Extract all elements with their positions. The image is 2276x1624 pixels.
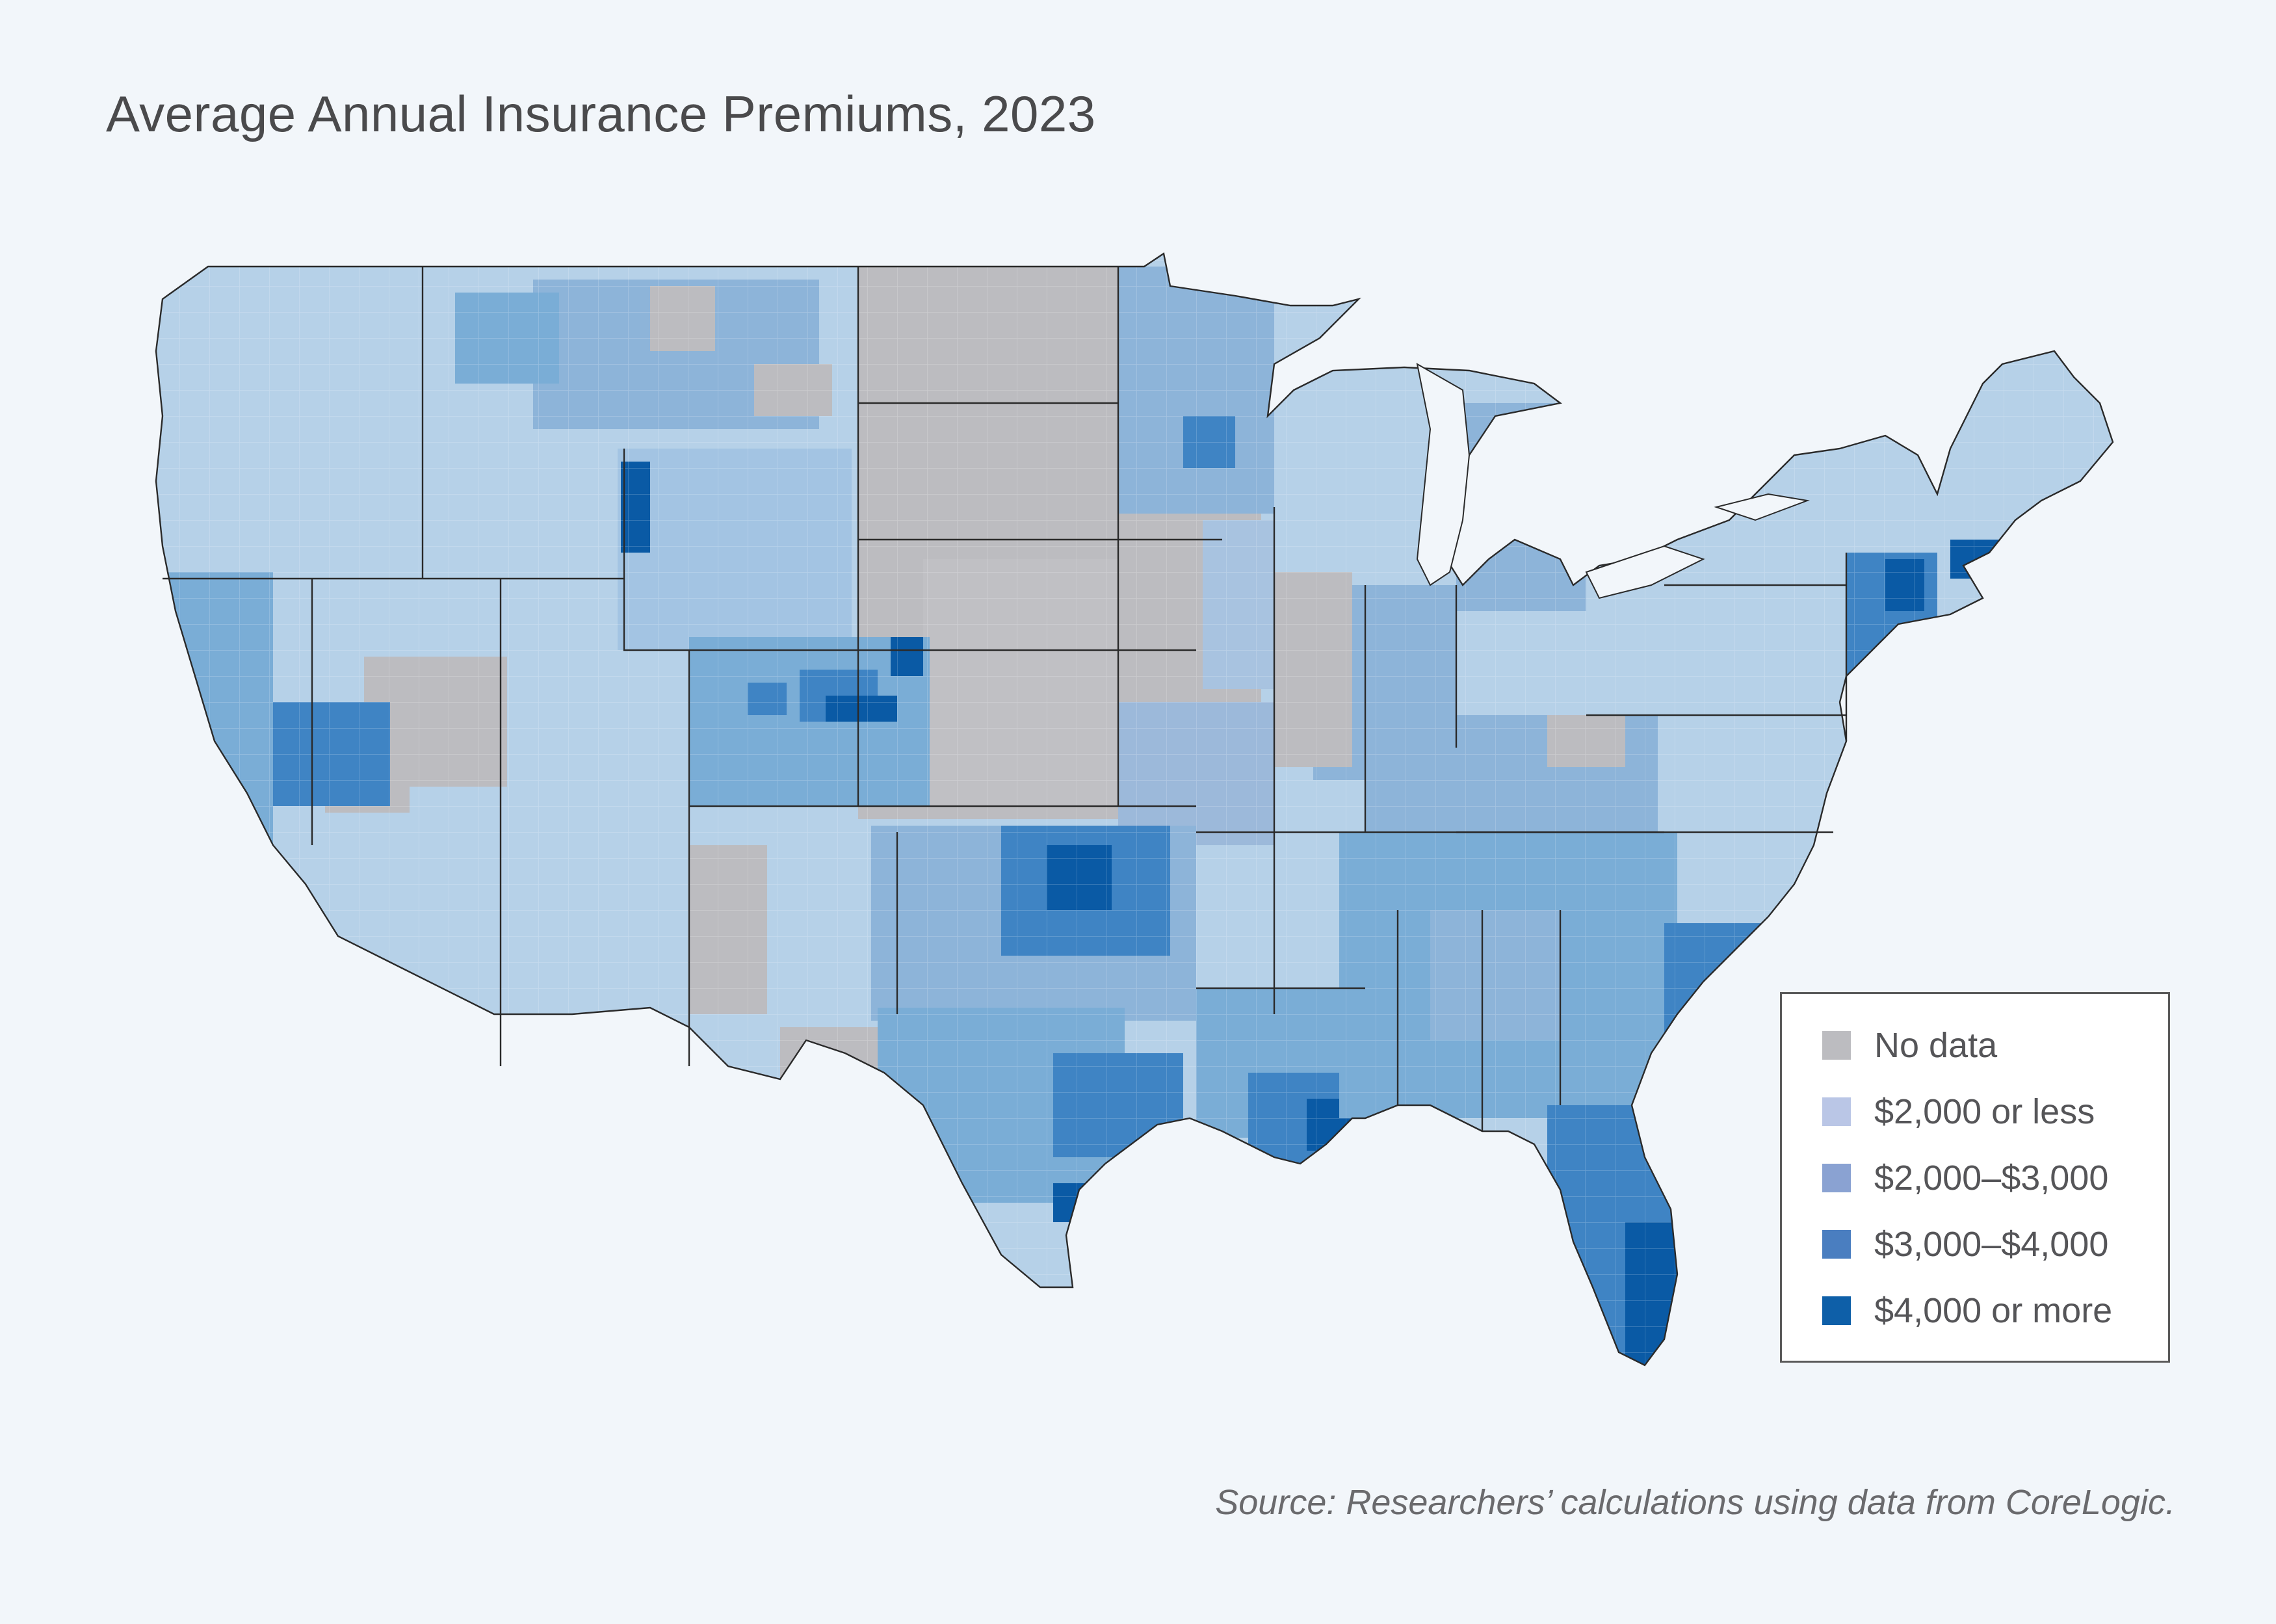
legend-label-tier2: $2,000–$3,000 bbox=[1874, 1159, 2109, 1198]
legend-swatch-tier4 bbox=[1822, 1296, 1851, 1325]
legend-item-tier3: $3,000–$4,000 bbox=[1822, 1224, 2108, 1264]
legend-item-tier4: $4,000 or more bbox=[1822, 1290, 2112, 1331]
legend-label-tier3: $3,000–$4,000 bbox=[1874, 1225, 2109, 1264]
legend-label-tier1: $2,000 or less bbox=[1874, 1092, 2095, 1131]
legend-swatch-tier3 bbox=[1822, 1230, 1851, 1259]
source-note: Source: Researchers’ calculations using … bbox=[1215, 1483, 2175, 1522]
legend-item-tier2: $2,000–$3,000 bbox=[1822, 1158, 2108, 1198]
legend-item-no-data: No data bbox=[1822, 1025, 1997, 1066]
legend-swatch-tier2 bbox=[1822, 1164, 1851, 1192]
legend: No data $2,000 or less $2,000–$3,000 $3,… bbox=[1780, 992, 2170, 1363]
legend-label-tier4: $4,000 or more bbox=[1874, 1291, 2113, 1330]
chart-title: Average Annual Insurance Premiums, 2023 bbox=[106, 85, 1096, 142]
great-lakes bbox=[1416, 363, 1810, 599]
legend-swatch-no-data bbox=[1822, 1031, 1851, 1060]
legend-item-tier1: $2,000 or less bbox=[1822, 1092, 2095, 1132]
legend-label-no-data: No data bbox=[1874, 1026, 1998, 1065]
legend-swatch-tier1 bbox=[1822, 1097, 1851, 1126]
state-borders bbox=[155, 252, 2114, 1367]
